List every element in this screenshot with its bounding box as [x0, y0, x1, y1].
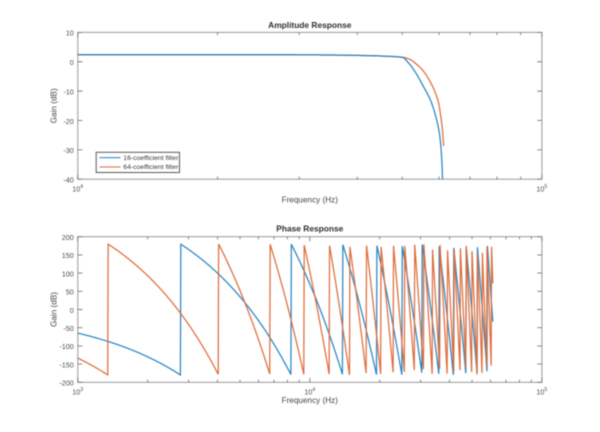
svg-text:50: 50	[66, 288, 74, 297]
svg-text:-50: -50	[63, 324, 73, 333]
svg-text:-150: -150	[59, 360, 73, 369]
svg-text:-10: -10	[63, 87, 73, 96]
svg-text:Frequency (Hz): Frequency (Hz)	[282, 196, 339, 205]
svg-text:-40: -40	[63, 176, 73, 185]
svg-text:64-coefficient filter: 64-coefficient filter	[123, 164, 179, 171]
svg-text:0: 0	[70, 58, 74, 67]
svg-text:-100: -100	[59, 342, 73, 351]
svg-text:200: 200	[62, 233, 74, 242]
svg-text:Gain (dB): Gain (dB)	[50, 88, 59, 123]
svg-text:-30: -30	[63, 146, 73, 155]
svg-text:104: 104	[304, 387, 315, 397]
svg-text:104: 104	[72, 184, 83, 194]
svg-text:Amplitude Response: Amplitude Response	[268, 20, 352, 30]
svg-text:Phase Response: Phase Response	[276, 224, 343, 234]
svg-text:16-coefficient filter: 16-coefficient filter	[123, 155, 179, 162]
svg-text:100: 100	[62, 269, 74, 278]
svg-text:10: 10	[66, 29, 74, 38]
svg-text:0: 0	[70, 306, 74, 315]
svg-text:Gain (dB): Gain (dB)	[50, 292, 59, 327]
svg-text:Frequency (Hz): Frequency (Hz)	[282, 396, 339, 405]
svg-text:105: 105	[536, 184, 547, 194]
svg-text:103: 103	[72, 387, 83, 397]
svg-text:150: 150	[62, 251, 74, 260]
svg-text:105: 105	[536, 387, 547, 397]
svg-text:-200: -200	[59, 379, 73, 388]
svg-text:-20: -20	[63, 117, 73, 126]
